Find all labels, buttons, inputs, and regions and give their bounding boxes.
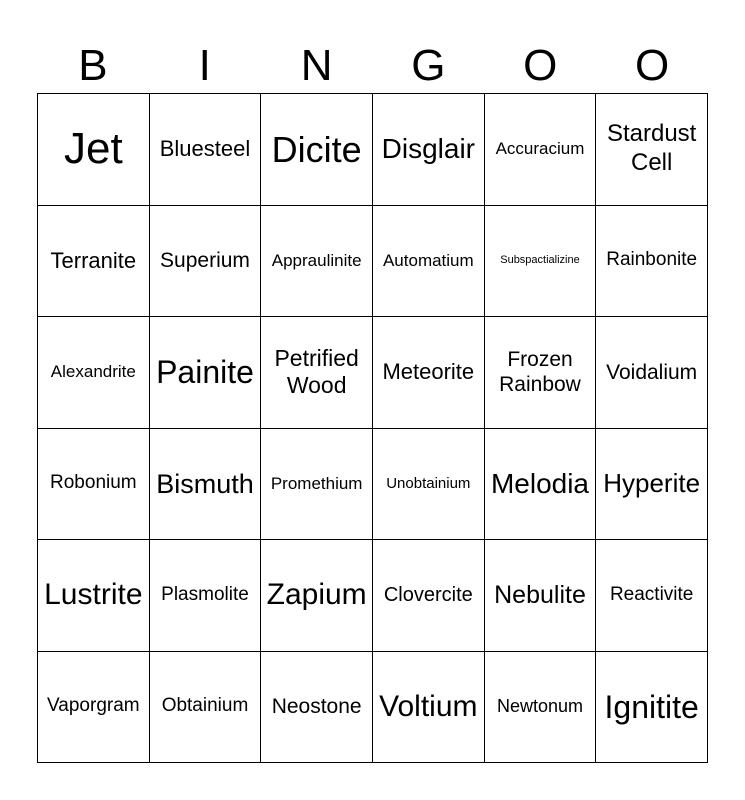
bingo-cell[interactable]: Petrified Wood	[261, 317, 373, 429]
bingo-cell[interactable]: Lustrite	[38, 540, 150, 652]
bingo-cell[interactable]: Subspactializine	[484, 205, 597, 317]
bingo-cell[interactable]: Terranite	[38, 205, 150, 317]
bingo-cell[interactable]: Hyperite	[596, 428, 708, 540]
header-letter: N	[300, 41, 333, 90]
bingo-cell[interactable]: Stardust Cell	[596, 94, 708, 206]
bingo-cell[interactable]: Unobtainium	[372, 428, 485, 540]
header-letter: B	[78, 41, 108, 90]
bingo-cell[interactable]: Zapium	[261, 540, 373, 652]
bingo-cell[interactable]: Painite	[149, 317, 262, 429]
bingo-header: B I N G O O	[37, 38, 708, 93]
bingo-cell[interactable]: Disglair	[372, 94, 485, 206]
bingo-cell[interactable]: Superium	[149, 205, 262, 317]
bingo-cell[interactable]: Vaporgram	[38, 651, 150, 763]
bingo-cell[interactable]: Voltium	[372, 651, 485, 763]
bingo-cell[interactable]: Alexandrite	[38, 317, 150, 429]
bingo-cell[interactable]: Obtainium	[149, 651, 262, 763]
bingo-cell[interactable]: Bluesteel	[149, 94, 262, 206]
bingo-cell[interactable]: Ignitite	[596, 651, 708, 763]
bingo-cell[interactable]: Automatium	[372, 205, 485, 317]
bingo-cell[interactable]: Clovercite	[372, 540, 485, 652]
bingo-grid: Jet Bluesteel Dicite Disglair Accuracium…	[37, 93, 708, 763]
bingo-cell[interactable]: Reactivite	[596, 540, 708, 652]
header-letter: O	[634, 41, 670, 90]
bingo-cell[interactable]: Meteorite	[372, 317, 485, 429]
bingo-cell[interactable]: Frozen Rainbow	[484, 317, 597, 429]
bingo-cell[interactable]: Newtonum	[484, 651, 597, 763]
header-letter: I	[198, 41, 211, 90]
bingo-cell[interactable]: Dicite	[261, 94, 373, 206]
bingo-cell[interactable]: Nebulite	[484, 540, 597, 652]
bingo-cell[interactable]: Accuracium	[484, 94, 597, 206]
bingo-cell[interactable]: Neostone	[261, 651, 373, 763]
bingo-cell[interactable]: Robonium	[38, 428, 150, 540]
bingo-cell[interactable]: Promethium	[261, 428, 373, 540]
bingo-cell[interactable]: Melodia	[484, 428, 597, 540]
bingo-cell[interactable]: Rainbonite	[596, 205, 708, 317]
bingo-cell[interactable]: Bismuth	[149, 428, 262, 540]
bingo-cell[interactable]: Voidalium	[596, 317, 708, 429]
bingo-cell[interactable]: Plasmolite	[149, 540, 262, 652]
header-letter: G	[411, 41, 446, 90]
header-letter: O	[523, 41, 558, 90]
bingo-cell[interactable]: Appraulinite	[261, 205, 373, 317]
bingo-cell[interactable]: Jet	[38, 94, 150, 206]
